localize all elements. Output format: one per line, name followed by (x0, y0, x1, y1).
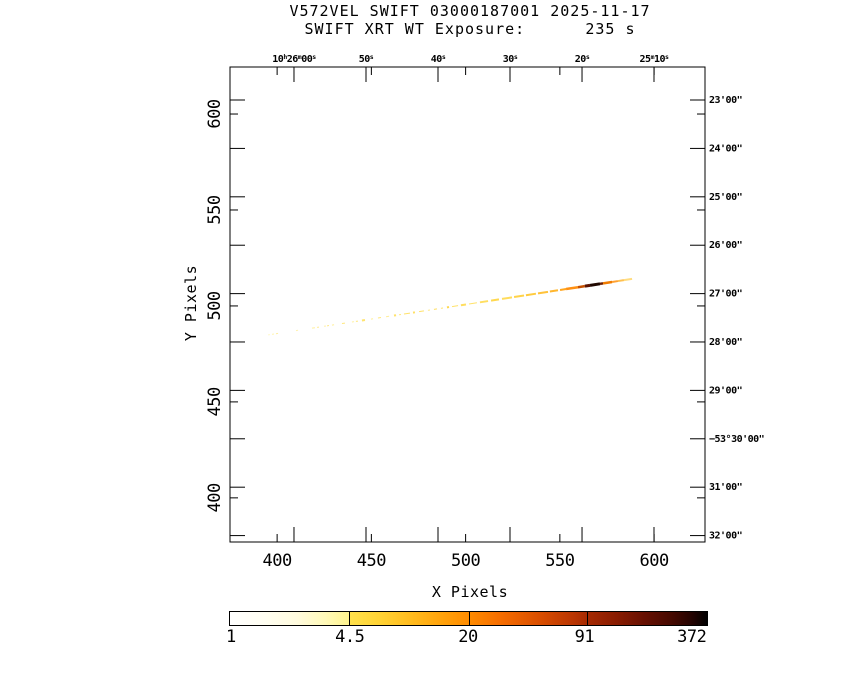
dec-tick-label: 24'00" (709, 143, 742, 154)
streak-segment (611, 280, 619, 283)
ra-tick-label: 40s (431, 53, 446, 65)
dec-tick-label: 27'00" (709, 289, 742, 300)
streak-segment (513, 294, 525, 299)
streak-segment (589, 282, 601, 287)
x-tick-label: 550 (545, 551, 574, 571)
streak-segment (479, 300, 489, 304)
y-tick-label: 450 (205, 387, 225, 416)
y-tick-label: 400 (205, 483, 225, 512)
ra-tick-label: 10h26m00s (272, 53, 316, 65)
x-tick-label: 400 (263, 551, 292, 571)
y-tick-label: 600 (205, 99, 225, 128)
y-tick-label: 550 (205, 195, 225, 224)
ra-tick-label: 30s (503, 53, 518, 65)
streak-segment (617, 279, 625, 283)
streak-segment (584, 283, 591, 288)
colorbar (229, 611, 708, 626)
dec-tick-label: 25'00" (709, 192, 742, 203)
streak-segment (549, 289, 559, 293)
dec-tick-label: −53°30'00" (709, 434, 764, 445)
dec-tick-label: 23'00" (709, 95, 742, 106)
x-tick-label: 600 (639, 551, 668, 571)
dec-tick-label: 26'00" (709, 240, 742, 251)
streak-segment (565, 285, 579, 291)
colorbar-divider (468, 612, 470, 625)
streak-segment (525, 292, 537, 297)
plot-title: V572VEL SWIFT 03000187001 2025-11-17 (289, 2, 651, 20)
colorbar-divider (586, 612, 588, 625)
streak-segment (501, 296, 513, 300)
y-axis-title: Y Pixels (182, 264, 200, 342)
streak-segment (602, 280, 613, 285)
streak-segment (623, 277, 633, 282)
x-tick-label: 450 (357, 551, 386, 571)
colorbar-tick-label: 20 (458, 627, 478, 647)
plot-subtitle: SWIFT XRT WT Exposure: 235 s (304, 20, 636, 38)
streak-segment (577, 284, 586, 289)
colorbar-tick-label: 91 (574, 627, 595, 647)
dec-tick-label: 28'00" (709, 337, 742, 348)
streak-segment (468, 302, 478, 305)
streak-segment (460, 303, 467, 307)
dec-tick-label: 32'00" (709, 531, 742, 542)
streak-segment (451, 305, 459, 308)
x-axis-title: X Pixels (431, 583, 509, 601)
colorbar-tick-label: 4.5 (335, 627, 365, 647)
ra-tick-label: 25m10s (640, 53, 670, 65)
colorbar-tick-label: 1 (226, 627, 236, 647)
streak-segment (490, 298, 500, 302)
y-tick-label: 500 (205, 291, 225, 320)
streak-segment (403, 312, 411, 315)
dec-tick-label: 29'00" (709, 385, 742, 396)
colorbar-divider (349, 612, 351, 625)
streak-segment (559, 288, 567, 291)
colorbar-scale-labels: 1 4.5 20 91 372 (226, 627, 708, 647)
colorbar-tick-label: 372 (677, 627, 707, 647)
dec-tick-label: 31'00" (709, 482, 742, 493)
x-tick-label: 500 (451, 551, 480, 571)
ra-tick-label: 50s (359, 53, 374, 65)
plot-frame (229, 66, 706, 543)
streak-segment (418, 310, 425, 313)
streak-segment (537, 290, 549, 295)
ra-tick-label: 20s (575, 53, 590, 65)
